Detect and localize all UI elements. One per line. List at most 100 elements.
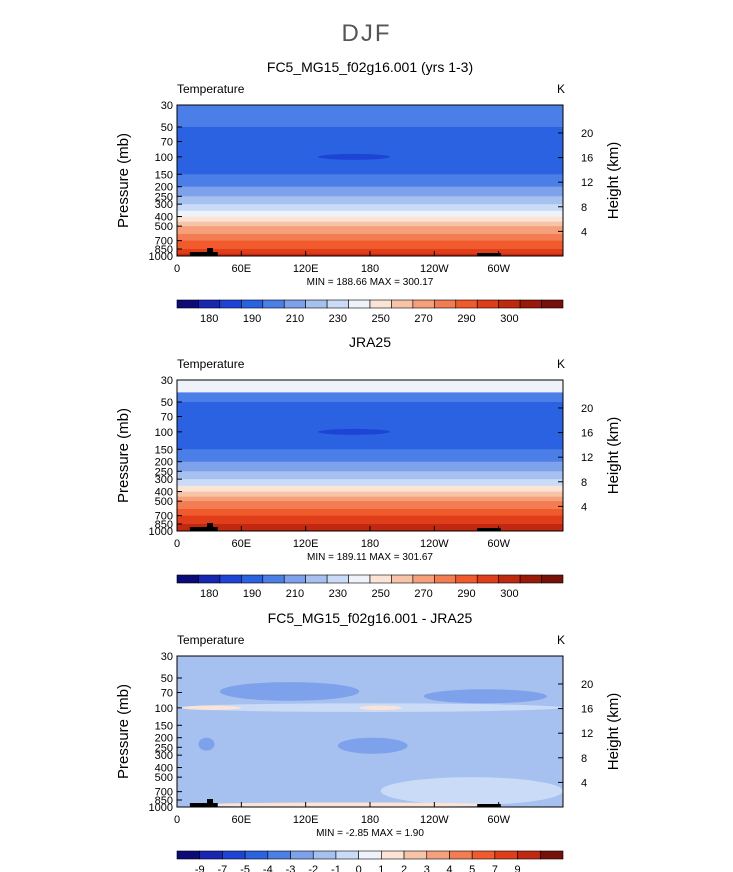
colorbar-swatch	[222, 850, 246, 860]
pressure-tick-label: 150	[155, 444, 173, 456]
colorbar-label: 250	[372, 313, 390, 325]
colorbar-swatch	[283, 299, 306, 309]
pressure-tick-label: 250	[155, 466, 173, 478]
min-max-stats: MIN = -2.85 MAX = 1.90	[316, 828, 424, 839]
y-axis-label-right: Height (km)	[605, 142, 622, 220]
colorbar-swatch	[262, 574, 285, 584]
colorbar-swatch	[219, 299, 242, 309]
colorbar-label: 3	[424, 864, 430, 872]
figure-title: DJF	[341, 20, 392, 47]
lon-tick-label: 120E	[293, 814, 319, 826]
colorbar-label: 230	[329, 313, 347, 325]
y-axis-label-right: Height (km)	[605, 693, 622, 771]
variable-label: Temperature	[177, 82, 245, 96]
colorbar-swatch	[455, 574, 478, 584]
topography	[477, 253, 501, 256]
lon-tick-label: 0	[174, 814, 180, 826]
colorbar-label: 300	[500, 313, 518, 325]
contour-band	[177, 196, 563, 205]
pressure-tick-label: 300	[155, 199, 173, 211]
colorbar-label: 190	[243, 313, 261, 325]
colorbar-swatch	[198, 574, 221, 584]
colorbar-label: 4	[446, 864, 452, 872]
colorbar-label: -3	[286, 864, 296, 872]
colorbar-swatch	[449, 850, 473, 860]
contour-band	[177, 221, 563, 227]
pressure-tick-label: 400	[155, 212, 173, 224]
colorbar-swatch	[434, 299, 457, 309]
panel-title: FC5_MG15_f02g16.001 (yrs 1-3)	[267, 59, 473, 75]
pressure-tick-label: 50	[161, 122, 173, 134]
height-tick-label: 16	[581, 704, 593, 716]
height-tick-label: 8	[581, 477, 587, 489]
pressure-tick-label: 150	[155, 169, 173, 181]
colorbar-swatch	[348, 574, 371, 584]
pressure-tick-label: 50	[161, 673, 173, 685]
min-max-stats: MIN = 189.11 MAX = 301.67	[307, 552, 433, 563]
colorbar-swatch	[426, 850, 450, 860]
topography	[207, 799, 214, 807]
lon-tick-label: 180	[361, 538, 379, 550]
pressure-tick-label: 250	[155, 191, 173, 203]
pressure-tick-label: 30	[161, 100, 173, 112]
lon-tick-label: 60E	[232, 538, 252, 550]
pressure-tick-label: 100	[155, 703, 173, 715]
units-label: K	[557, 633, 565, 647]
colorbar-swatch	[176, 299, 199, 309]
pressure-tick-label: 850	[155, 519, 173, 531]
contour-band	[177, 240, 563, 250]
height-tick-label: 8	[581, 753, 587, 765]
colorbar-swatch	[369, 299, 392, 309]
pressure-tick-label: 700	[155, 236, 173, 248]
lon-tick-label: 0	[174, 263, 180, 275]
pressure-tick-label: 200	[155, 182, 173, 194]
variable-label: Temperature	[177, 357, 245, 371]
colorbar-swatch	[305, 299, 328, 309]
min-max-stats: MIN = 188.66 MAX = 300.17	[307, 277, 434, 288]
colorbar-swatch	[412, 574, 435, 584]
colorbar-swatch	[455, 299, 478, 309]
contour-band	[177, 126, 563, 175]
contour-band	[177, 509, 563, 517]
pressure-tick-label: 70	[161, 411, 173, 423]
colorbar-label: 270	[414, 313, 432, 325]
pressure-tick-label: 30	[161, 375, 173, 387]
pressure-tick-label: 400	[155, 763, 173, 775]
units-label: K	[557, 82, 565, 96]
contour-band	[177, 105, 563, 128]
pressure-tick-label: 300	[155, 750, 173, 762]
colorbar-swatch	[498, 574, 521, 584]
colorbar-swatch	[494, 850, 518, 860]
colorbar-label: 5	[469, 864, 475, 872]
colorbar-swatch	[471, 850, 496, 860]
contour-band	[177, 210, 563, 218]
pressure-tick-label: 850	[155, 795, 173, 807]
colorbar-swatch	[381, 850, 405, 860]
colorbar-swatch	[348, 299, 371, 309]
colorbar-label: 9	[515, 864, 521, 872]
colorbar-label: 180	[200, 313, 218, 325]
units-label: K	[557, 357, 565, 371]
pressure-tick-label: 850	[155, 244, 173, 256]
contour-band	[177, 449, 563, 463]
contour-band	[359, 705, 403, 710]
colorbar-swatch	[176, 850, 201, 860]
colorbar-swatch	[476, 574, 499, 584]
contour-band	[337, 737, 408, 754]
lon-tick-label: 180	[361, 814, 379, 826]
colorbar-label: -1	[331, 864, 341, 872]
colorbar-label: 250	[372, 588, 390, 600]
colorbar-swatch	[391, 299, 414, 309]
colorbar-swatch	[403, 850, 428, 860]
panel-title: JRA25	[349, 334, 391, 350]
lon-tick-label: 60E	[232, 263, 252, 275]
colorbar-swatch	[519, 574, 542, 584]
height-tick-label: 4	[581, 501, 587, 513]
colorbar-swatch	[305, 574, 328, 584]
colorbar-label: 180	[200, 588, 218, 600]
topography	[207, 248, 214, 256]
height-tick-label: 20	[581, 128, 593, 140]
lon-tick-label: 60W	[487, 263, 510, 275]
pressure-tick-label: 1000	[149, 526, 173, 538]
colorbar-label: 7	[492, 864, 498, 872]
